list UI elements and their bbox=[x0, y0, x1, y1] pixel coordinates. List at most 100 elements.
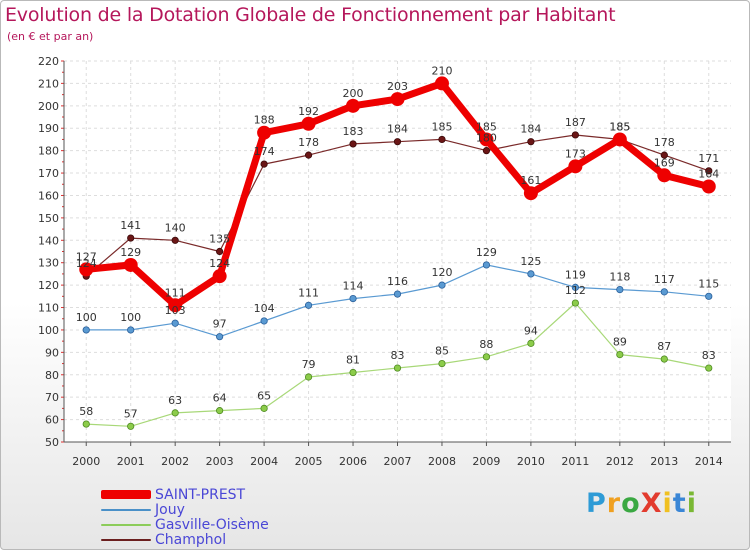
y-tick-label: 190 bbox=[38, 122, 59, 135]
y-tick-label: 220 bbox=[38, 55, 59, 68]
data-point-gasville-ois-me bbox=[660, 355, 668, 363]
data-point-saint-prest bbox=[612, 132, 627, 147]
legend-label: SAINT-PREST bbox=[155, 486, 246, 503]
data-label-gasville-ois-me: 87 bbox=[657, 340, 671, 353]
y-tick-label: 100 bbox=[38, 324, 59, 337]
data-label-champhol: 180 bbox=[476, 132, 497, 145]
data-label-champhol: 187 bbox=[565, 116, 586, 129]
legend-swatch bbox=[101, 523, 151, 526]
data-point-gasville-ois-me bbox=[304, 373, 313, 381]
data-label-gasville-ois-me: 94 bbox=[524, 324, 538, 337]
data-point-saint-prest bbox=[701, 179, 716, 194]
data-label-saint-prest: 127 bbox=[76, 250, 97, 263]
chart-subtitle: (en € et par an) bbox=[7, 30, 94, 43]
data-point-saint-prest bbox=[568, 159, 583, 174]
data-label-champhol: 183 bbox=[343, 125, 364, 138]
data-point-saint-prest bbox=[346, 98, 361, 113]
data-label-gasville-ois-me: 88 bbox=[479, 338, 493, 351]
data-label-saint-prest: 203 bbox=[387, 80, 408, 93]
y-tick-label: 170 bbox=[38, 167, 59, 180]
data-label-jouy: 120 bbox=[431, 266, 452, 279]
x-tick-label: 2013 bbox=[650, 455, 678, 468]
data-point-saint-prest bbox=[657, 168, 672, 183]
data-label-champhol: 135 bbox=[209, 233, 230, 246]
x-tick-label: 2004 bbox=[250, 455, 278, 468]
data-label-saint-prest: 188 bbox=[254, 114, 275, 127]
data-label-champhol: 174 bbox=[254, 145, 275, 158]
x-tick-label: 2012 bbox=[606, 455, 634, 468]
legend-item-champhol: Champhol bbox=[101, 531, 269, 548]
data-label-saint-prest: 129 bbox=[120, 246, 141, 259]
data-label-saint-prest: 200 bbox=[343, 87, 364, 100]
legend-swatch bbox=[101, 508, 151, 511]
data-point-champhol bbox=[127, 234, 135, 242]
data-point-saint-prest bbox=[434, 76, 449, 91]
y-tick-label: 200 bbox=[38, 100, 59, 113]
data-label-champhol: 178 bbox=[298, 136, 319, 149]
data-point-saint-prest bbox=[257, 125, 272, 140]
data-point-champhol bbox=[571, 131, 579, 139]
x-tick-label: 2006 bbox=[339, 455, 367, 468]
y-tick-label: 110 bbox=[38, 302, 59, 315]
data-point-saint-prest bbox=[123, 257, 138, 272]
data-label-champhol: 141 bbox=[120, 219, 141, 232]
data-point-gasville-ois-me bbox=[260, 404, 268, 412]
x-tick-label: 2001 bbox=[117, 455, 145, 468]
data-point-jouy bbox=[260, 317, 268, 325]
data-point-jouy bbox=[393, 290, 402, 298]
x-tick-label: 2010 bbox=[517, 455, 545, 468]
data-point-saint-prest bbox=[212, 269, 227, 284]
data-label-jouy: 97 bbox=[213, 318, 227, 331]
y-tick-label: 50 bbox=[45, 436, 59, 449]
x-tick-label: 2000 bbox=[72, 455, 100, 468]
plot-area bbox=[64, 61, 731, 442]
data-point-saint-prest bbox=[79, 262, 94, 277]
y-tick-label: 90 bbox=[45, 346, 59, 359]
data-label-jouy: 116 bbox=[387, 275, 408, 288]
data-label-jouy: 100 bbox=[120, 311, 141, 324]
data-point-jouy bbox=[438, 281, 446, 289]
data-label-saint-prest: 161 bbox=[520, 174, 541, 187]
y-tick-label: 140 bbox=[38, 234, 59, 247]
data-label-jouy: 111 bbox=[298, 286, 319, 299]
x-tick-label: 2011 bbox=[561, 455, 589, 468]
data-point-gasville-ois-me bbox=[216, 407, 224, 415]
data-point-champhol bbox=[349, 140, 357, 148]
data-label-champhol: 171 bbox=[698, 152, 719, 165]
data-label-jouy: 114 bbox=[343, 280, 364, 293]
x-tick-label: 2007 bbox=[384, 455, 412, 468]
data-point-champhol bbox=[260, 160, 268, 168]
legend-item-jouy: Jouy bbox=[101, 501, 269, 518]
data-point-saint-prest bbox=[301, 116, 316, 131]
data-label-gasville-ois-me: 85 bbox=[435, 345, 449, 358]
legend-item-gasville-ois-me: Gasville-Oisème bbox=[101, 516, 269, 533]
legend-label: Gasville-Oisème bbox=[155, 516, 269, 533]
x-tick-label: 2008 bbox=[428, 455, 456, 468]
data-point-jouy bbox=[171, 319, 179, 327]
data-point-saint-prest bbox=[479, 132, 494, 147]
logo-letter: i bbox=[662, 488, 673, 519]
y-tick-label: 160 bbox=[38, 189, 59, 202]
data-label-saint-prest: 169 bbox=[654, 156, 675, 169]
y-tick-label: 150 bbox=[38, 212, 59, 225]
data-point-jouy bbox=[616, 285, 624, 294]
data-point-saint-prest bbox=[523, 186, 538, 201]
legend-swatch bbox=[101, 538, 151, 541]
data-label-gasville-ois-me: 112 bbox=[565, 284, 586, 297]
data-point-jouy bbox=[705, 292, 713, 300]
data-label-gasville-ois-me: 89 bbox=[613, 336, 627, 349]
data-label-saint-prest: 173 bbox=[565, 147, 586, 160]
data-point-champhol bbox=[438, 135, 446, 144]
data-point-champhol bbox=[171, 236, 179, 244]
data-label-saint-prest: 124 bbox=[209, 257, 230, 270]
legend-label: Champhol bbox=[155, 531, 227, 548]
data-label-champhol: 140 bbox=[165, 221, 186, 234]
data-label-gasville-ois-me: 64 bbox=[213, 392, 227, 405]
y-tick-label: 60 bbox=[45, 414, 59, 427]
legend-label: Jouy bbox=[155, 501, 185, 518]
data-point-gasville-ois-me bbox=[527, 339, 535, 347]
data-label-saint-prest: 210 bbox=[431, 64, 452, 77]
data-label-gasville-ois-me: 57 bbox=[124, 407, 138, 420]
data-point-jouy bbox=[482, 261, 491, 269]
